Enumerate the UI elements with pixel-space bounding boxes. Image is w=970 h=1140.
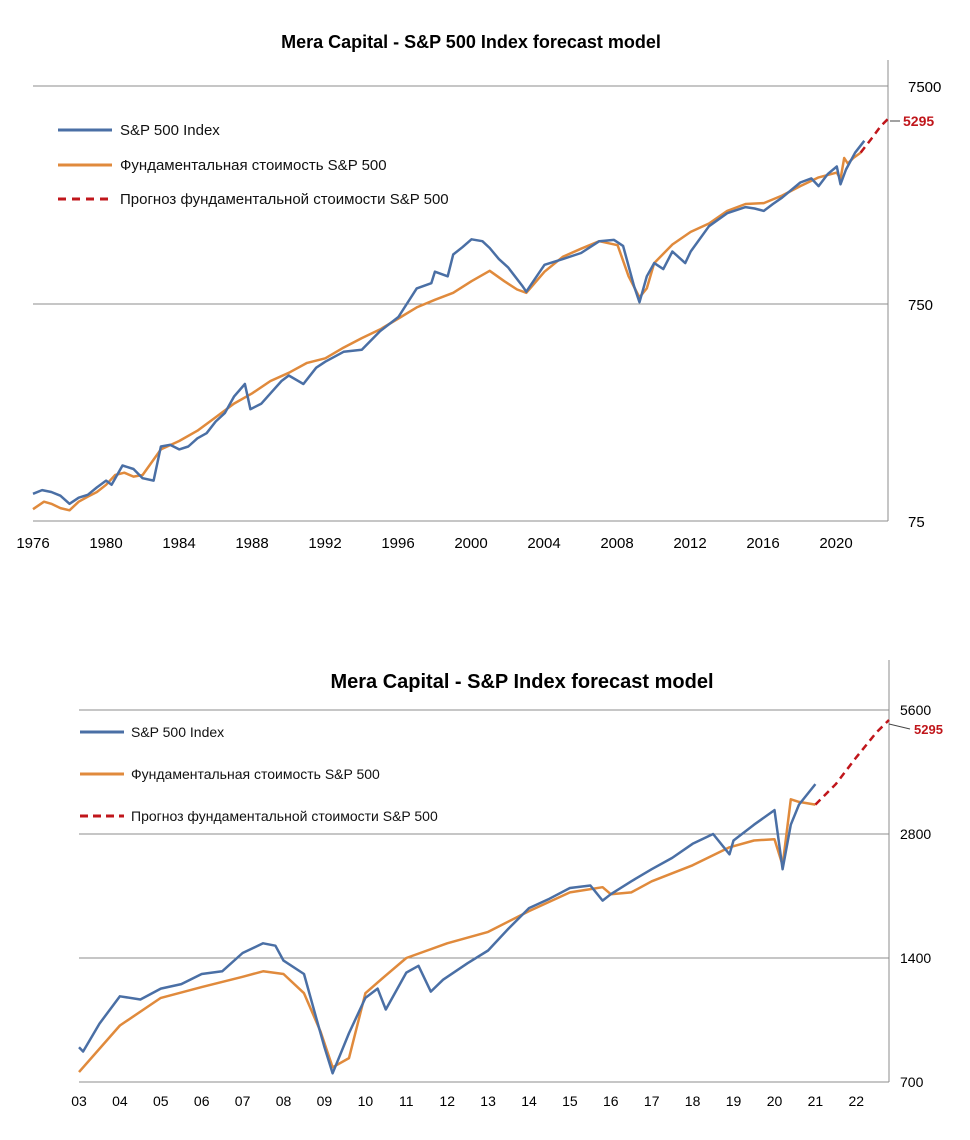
chart-2-xtick-label: 06	[194, 1093, 210, 1109]
chart-2-xtick-label: 14	[521, 1093, 537, 1109]
chart-1-title: Mera Capital - S&P 500 Index forecast mo…	[281, 32, 661, 52]
chart-2-xtick-label: 17	[644, 1093, 660, 1109]
chart-1-xtick-label: 2000	[454, 535, 487, 552]
chart-2-xtick-label: 07	[235, 1093, 251, 1109]
chart-1-legend-label: Фундаментальная стоимость S&P 500	[120, 157, 387, 174]
chart-1-series-fundamental-line	[32, 151, 862, 512]
chart-2-xtick-label: 09	[317, 1093, 333, 1109]
chart-2-xtick-label: 21	[808, 1093, 824, 1109]
chart-2-end-label-leader	[888, 723, 911, 730]
chart-1-ytick-label: 750	[908, 297, 933, 314]
chart-2-title: Mera Capital - S&P Index forecast model	[330, 671, 713, 693]
chart-2-xtick-label: 11	[399, 1093, 414, 1109]
chart-2-ytick-label: 5600	[900, 702, 931, 718]
chart-1-xtick-label: 2016	[746, 535, 779, 552]
chart-1-xtick-label: 1980	[89, 535, 122, 552]
chart-1-series-index-line	[32, 140, 866, 506]
chart-1: Mera Capital - S&P 500 Index forecast mo…	[16, 32, 941, 552]
chart-2-xtick-label: 22	[849, 1093, 865, 1109]
chart-2-xtick-label: 03	[71, 1093, 87, 1109]
chart-2-ytick-label: 2800	[900, 826, 931, 842]
chart-2-xtick-label: 19	[726, 1093, 742, 1109]
chart-2-series-forecast-line	[814, 719, 890, 806]
chart-1-xtick-label: 2004	[527, 535, 560, 552]
chart-2-end-label: 5295	[914, 722, 943, 737]
chart-2-ytick-label: 1400	[900, 950, 931, 966]
chart-1-xtick-label: 2012	[673, 535, 706, 552]
chart-2-ytick-label: 700	[900, 1074, 924, 1090]
chart-1-xtick-label: 1988	[235, 535, 268, 552]
chart-1-series-forecast-line	[859, 118, 889, 154]
chart-2-xtick-label: 13	[480, 1093, 496, 1109]
chart-1-legend-label: Прогноз фундаментальной стоимости S&P 50…	[120, 191, 449, 208]
chart-2-series-fundamental-line	[78, 798, 816, 1073]
chart-2-xtick-label: 12	[439, 1093, 455, 1109]
chart-1-xtick-label: 1984	[162, 535, 195, 552]
chart-1-xtick-label: 2008	[600, 535, 633, 552]
chart-1-legend-label: S&P 500 Index	[120, 122, 220, 139]
chart-2-legend-label: Прогноз фундаментальной стоимости S&P 50…	[131, 808, 438, 824]
chart-2-legend-label: S&P 500 Index	[131, 724, 224, 740]
chart-2-series-index-line	[78, 783, 817, 1075]
chart-2-xtick-label: 18	[685, 1093, 701, 1109]
chart-2-xtick-label: 15	[562, 1093, 578, 1109]
chart-2-xtick-label: 05	[153, 1093, 169, 1109]
chart-1-end-label: 5295	[903, 113, 934, 129]
chart-2-xtick-label: 20	[767, 1093, 783, 1109]
chart-1-ytick-label: 75	[908, 514, 925, 531]
chart-2: Mera Capital - S&P Index forecast model …	[71, 660, 943, 1109]
chart-1-xtick-label: 1992	[308, 535, 341, 552]
chart-1-xtick-label: 1996	[381, 535, 414, 552]
chart-1-ytick-label: 7500	[908, 79, 941, 96]
chart-1-legend: S&P 500 Index Фундаментальная стоимость …	[58, 122, 449, 208]
chart-2-xtick-label: 04	[112, 1093, 128, 1109]
chart-2-xtick-label: 16	[603, 1093, 619, 1109]
chart-2-legend-label: Фундаментальная стоимость S&P 500	[131, 766, 380, 782]
chart-2-xtick-label: 08	[276, 1093, 292, 1109]
chart-2-legend: S&P 500 Index Фундаментальная стоимость …	[80, 724, 438, 824]
chart-1-xtick-label: 1976	[16, 535, 49, 552]
chart-1-xtick-label: 2020	[819, 535, 852, 552]
chart-2-xtick-label: 10	[358, 1093, 374, 1109]
